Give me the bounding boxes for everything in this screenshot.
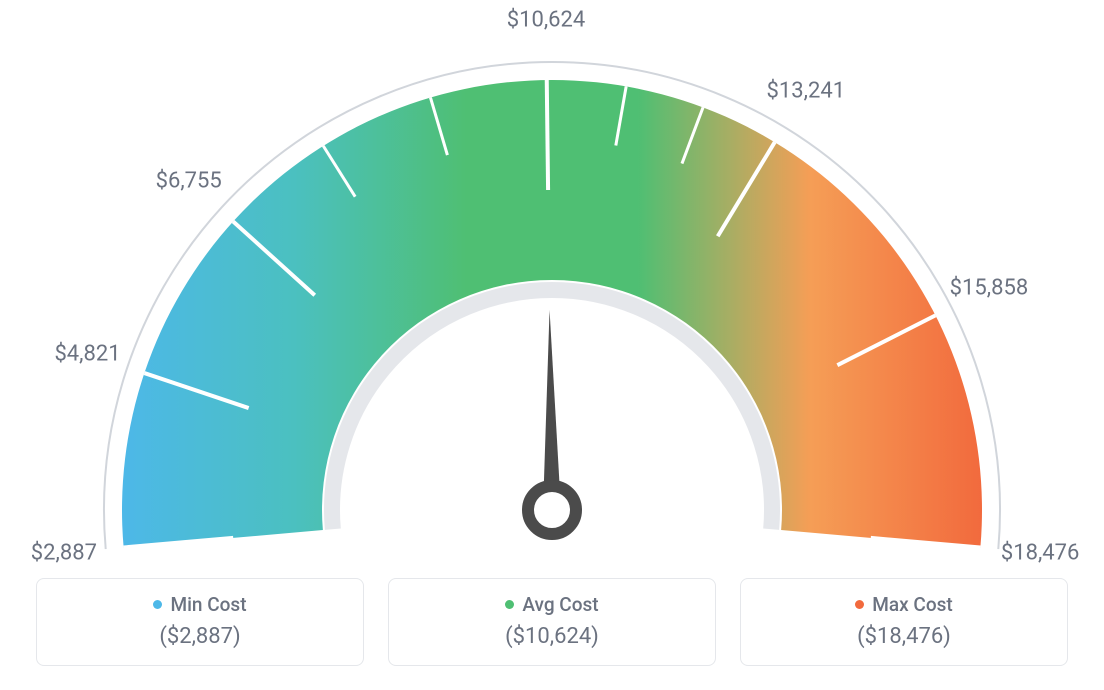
max-cost-card: Max Cost ($18,476) bbox=[740, 578, 1068, 666]
tick-label: $18,476 bbox=[1001, 540, 1080, 565]
summary-cards: Min Cost ($2,887) Avg Cost ($10,624) Max… bbox=[36, 578, 1068, 666]
tick-label: $13,241 bbox=[767, 78, 846, 103]
max-cost-dot bbox=[855, 600, 864, 609]
min-cost-label: Min Cost bbox=[170, 593, 246, 616]
avg-cost-value: ($10,624) bbox=[407, 624, 697, 649]
max-cost-value: ($18,476) bbox=[759, 624, 1049, 649]
tick-label: $15,858 bbox=[950, 276, 1029, 301]
tick-label: $10,624 bbox=[507, 8, 586, 33]
tick-label: $2,887 bbox=[31, 540, 97, 565]
gauge-svg bbox=[0, 20, 1104, 560]
avg-cost-title: Avg Cost bbox=[505, 593, 598, 616]
min-cost-card: Min Cost ($2,887) bbox=[36, 578, 364, 666]
gauge-chart-container: $2,887 $4,821 $6,755 $10,624 $13,241 $15,858 $… bbox=[0, 0, 1104, 690]
avg-cost-label: Avg Cost bbox=[522, 593, 598, 616]
avg-cost-card: Avg Cost ($10,624) bbox=[388, 578, 716, 666]
tick-label: $6,755 bbox=[156, 169, 222, 194]
avg-cost-dot bbox=[505, 600, 514, 609]
gauge: $2,887$4,821$6,755$10,624$13,241$15,858$… bbox=[0, 20, 1104, 550]
min-cost-dot bbox=[153, 600, 162, 609]
min-cost-title: Min Cost bbox=[153, 593, 246, 616]
tick-label: $4,821 bbox=[54, 341, 120, 366]
min-cost-value: ($2,887) bbox=[55, 624, 345, 649]
max-cost-label: Max Cost bbox=[872, 593, 952, 616]
max-cost-title: Max Cost bbox=[855, 593, 952, 616]
